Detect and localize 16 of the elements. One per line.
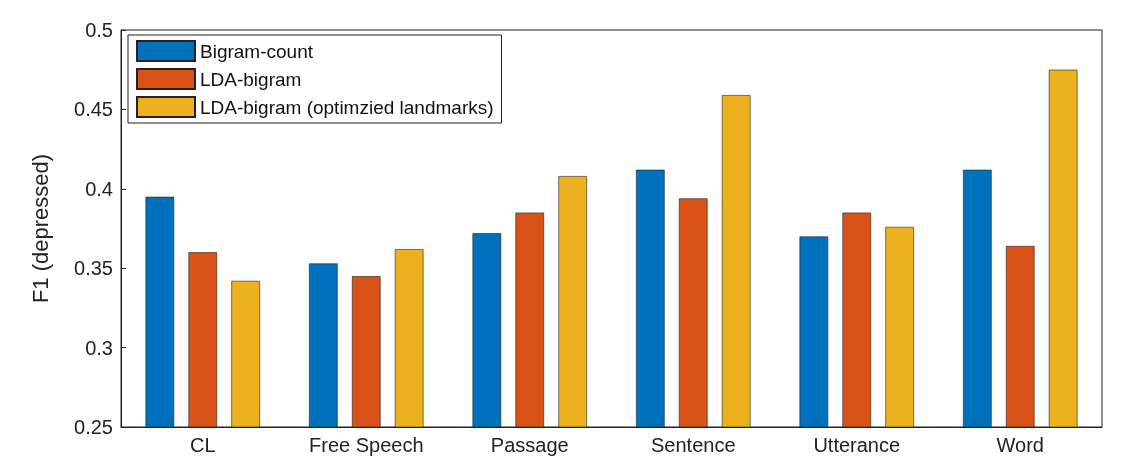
x-tick-label: Word [996, 434, 1044, 456]
x-tick-label: Passage [490, 434, 569, 456]
y-axis-title: F1 (depressed) [27, 153, 53, 304]
legend-label: LDA-bigram (optimzied landmarks) [200, 96, 494, 118]
y-tick-label: 0.5 [85, 19, 113, 41]
x-tick-label: Free Speech [308, 434, 424, 456]
legend-label: Bigram-count [200, 40, 314, 62]
y-tick-label: 0.3 [85, 336, 113, 359]
legend-label: LDA-bigram [200, 68, 302, 90]
x-tick-label: Sentence [650, 434, 736, 456]
x-tick-label: CL [189, 434, 216, 456]
y-tick-label: 0.4 [85, 177, 113, 200]
x-tick-label: Utterance [813, 434, 901, 456]
y-tick-label: 0.45 [74, 98, 113, 121]
y-tick-label: 0.35 [74, 257, 113, 280]
y-tick-label: 0.25 [74, 416, 113, 438]
